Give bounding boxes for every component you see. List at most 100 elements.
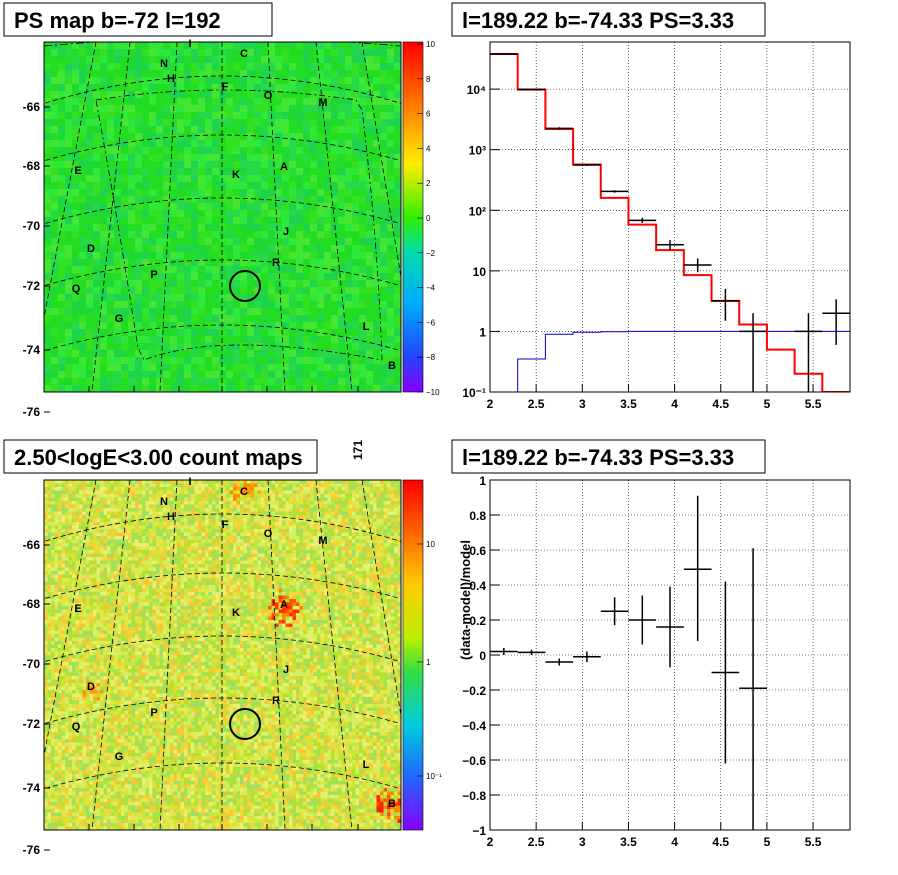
spectrum-panel: l=189.22 b=-74.33 PS=3.33 2 2.5 3 3.5 4 4.5 5 5… xyxy=(451,2,851,411)
residual-y-tick-label: −0.2 xyxy=(462,684,486,698)
ps-map-source-circle xyxy=(229,270,261,302)
spectrum-data-point xyxy=(794,313,823,392)
ps-map-colorbar-tick-label: 8 xyxy=(426,75,431,84)
residual-x-tick-label: 4.5 xyxy=(712,835,729,849)
ps-map-markers: I C NH F O M E K A J D R P Q G L B xyxy=(72,38,396,372)
ps-map-colorbar-tick-label: −8 xyxy=(426,353,436,362)
count-map-marker-m: M xyxy=(318,535,327,547)
residual-data-point xyxy=(711,581,740,764)
spectrum-data-point xyxy=(628,217,657,223)
residual-data-point xyxy=(628,595,657,645)
ps-map-colorbar-tick-label: −2 xyxy=(426,249,436,258)
spectrum-x-tick-label: 3 xyxy=(579,397,586,411)
residual-series xyxy=(490,495,767,830)
count-map-colorbar-ticks: 10 1 10⁻¹ xyxy=(417,540,442,781)
ps-map-colorbar xyxy=(403,42,423,392)
count-y-tick-label: -68 xyxy=(23,597,41,611)
ps-x-tick-label: 171 xyxy=(351,440,365,460)
residual-x-tick-label: 4 xyxy=(671,835,678,849)
ps-map-marker-a: A xyxy=(280,161,288,173)
residual-title-box xyxy=(451,439,766,474)
count-map-marker-a: A xyxy=(280,599,288,611)
count-map-marker-n: N xyxy=(160,496,168,508)
count-map-source-circle xyxy=(229,708,261,740)
ps-map-panel: PS map b=-72 l=192 I C NH F O M E K A J D R P Q G L B -6… xyxy=(3,2,440,460)
count-y-tick-label: -76 xyxy=(23,843,41,857)
count-map-marker-h: H xyxy=(167,511,175,523)
count-map-marker-j: J xyxy=(283,664,289,676)
spectrum-x-tick-label: 4 xyxy=(671,397,678,411)
ps-y-tick-label: -70 xyxy=(23,219,41,233)
spectrum-data-point xyxy=(822,299,850,345)
residual-y-tick-label: −0.6 xyxy=(462,754,486,768)
count-map-marker-p: P xyxy=(150,707,157,719)
count-map-marker-e: E xyxy=(74,603,81,615)
count-y-tick-label: -74 xyxy=(23,781,41,795)
ps-map-marker-m: M xyxy=(318,97,327,109)
ps-map-marker-d: D xyxy=(87,243,95,255)
residual-y-tick-label: 0.6 xyxy=(469,544,486,558)
spectrum-data-point xyxy=(683,258,712,273)
residual-x-tick-label: 2 xyxy=(487,835,494,849)
spectrum-ticks: 2 2.5 3 3.5 4 4.5 5 5.5 10⁻¹ 1 10 10² 10³ 10⁴ xyxy=(462,83,821,411)
ps-map-colorbar-tick-label: 4 xyxy=(426,144,431,153)
count-map-colorbar-tick-label: 10⁻¹ xyxy=(426,772,442,781)
residual-y-tick-label: −0.8 xyxy=(462,789,486,803)
spectrum-data-point xyxy=(517,88,546,91)
count-y-tick-label: -66 xyxy=(23,538,41,552)
spectrum-series xyxy=(490,53,850,392)
count-map-marker-d: D xyxy=(87,681,95,693)
spectrum-x-tick-label: 2 xyxy=(487,397,494,411)
residual-data-point xyxy=(490,648,518,655)
ps-map-marker-c: C xyxy=(240,48,248,60)
count-y-tick-label: -70 xyxy=(23,657,41,671)
spectrum-data-point xyxy=(711,289,740,321)
spectrum-x-tick-label: 5.5 xyxy=(805,397,822,411)
residual-y-tick-label: 0.4 xyxy=(469,579,486,593)
ps-map-colorbar-tick-label: 0 xyxy=(426,214,431,223)
count-map-marker-c: C xyxy=(240,486,248,498)
count-map-marker-o: O xyxy=(264,528,273,540)
spectrum-y-tick-label: 10³ xyxy=(469,144,486,158)
spectrum-data-point xyxy=(573,164,601,166)
count-map-marker-g: G xyxy=(115,751,124,763)
spectrum-title: l=189.22 b=-74.33 PS=3.33 xyxy=(462,8,734,33)
residual-y-axis-label: (data-model)/model xyxy=(458,540,473,660)
count-map-marker-k: K xyxy=(232,607,240,619)
spectrum-data-point xyxy=(739,313,767,392)
spectrum-data-point xyxy=(600,190,629,193)
count-map-grid xyxy=(44,480,401,830)
spectrum-y-tick-label: 10⁴ xyxy=(467,83,486,97)
ps-map-marker-e: E xyxy=(74,165,81,177)
ps-map-colorbar-tick-label: 10 xyxy=(426,40,435,49)
spectrum-x-tick-label: 3.5 xyxy=(620,397,637,411)
ps-map-colorbar-tick-label: 2 xyxy=(426,179,431,188)
residual-data-point xyxy=(573,651,601,662)
ps-map-colorbar-ticks: 10 8 6 4 2 0 −2 −4 −6 −8 −10 xyxy=(417,40,440,397)
ps-map-marker-h: H xyxy=(167,73,175,85)
spectrum-frame xyxy=(489,41,851,393)
residual-data-point xyxy=(545,658,574,666)
residual-x-tick-label: 5.5 xyxy=(805,835,822,849)
spectrum-data-point xyxy=(490,53,518,55)
residual-y-tick-label: 1 xyxy=(479,474,486,488)
spectrum-x-tick-label: 5 xyxy=(764,397,771,411)
count-map-marker-l: L xyxy=(363,759,370,771)
ps-map-marker-p: P xyxy=(150,269,157,281)
residual-data-point xyxy=(600,597,629,626)
spectrum-title-box xyxy=(451,2,766,37)
count-map-marker-b: B xyxy=(388,798,396,810)
residual-y-tick-label: 0.8 xyxy=(469,509,486,523)
ps-y-tick-label: -68 xyxy=(23,159,41,173)
count-map-title-box xyxy=(3,439,318,474)
ps-y-tick-label: -74 xyxy=(23,343,41,357)
ps-map-marker-n: N xyxy=(160,58,168,70)
residual-y-tick-label: 0 xyxy=(479,649,486,663)
residual-y-tick-label: −0.4 xyxy=(462,719,486,733)
count-map-marker-r: R xyxy=(272,695,280,707)
ps-map-marker-g: G xyxy=(115,313,124,325)
ps-y-tick-label: -72 xyxy=(23,279,41,293)
spectrum-y-tick-label: 1 xyxy=(479,325,486,339)
ps-map-title-box xyxy=(3,2,273,37)
